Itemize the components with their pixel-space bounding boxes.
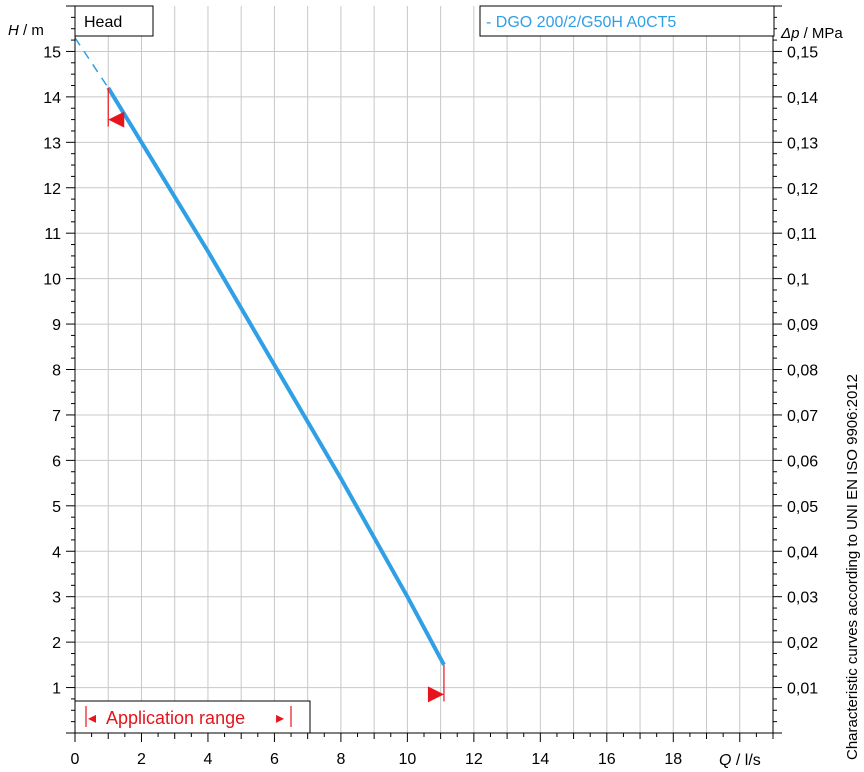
title-box <box>74 5 154 37</box>
y-right-tick-label: 0,02 <box>787 635 818 652</box>
y-left-tick-label: 3 <box>52 590 61 607</box>
y-axis-right-unit: / MPa <box>799 25 843 42</box>
y-right-tick-label: 0,07 <box>787 408 818 425</box>
application-range-right-arrow: ▸ <box>276 710 284 727</box>
y-left-tick-label: 8 <box>52 363 61 380</box>
y-left-tick-label: 11 <box>44 226 61 243</box>
y-left-tick-label: 5 <box>52 499 61 516</box>
y-left-tick-label: 9 <box>52 317 61 334</box>
y-right-tick-label: 0,04 <box>787 544 818 561</box>
y-left-tick-label: 10 <box>43 272 61 289</box>
y-right-tick-label: 0,11 <box>787 226 817 243</box>
x-axis-unit: / l/s <box>731 752 760 769</box>
y-right-tick-label: 0,14 <box>787 90 818 107</box>
curve-line <box>106 86 446 666</box>
y-left-tick-label: 14 <box>43 90 61 107</box>
x-tick-label: 10 <box>398 751 416 768</box>
y-left-tick-label: 15 <box>43 44 61 61</box>
curve-series <box>106 86 446 666</box>
y-left-tick-label: 12 <box>43 181 61 198</box>
x-tick-label: 14 <box>531 751 549 768</box>
y-right-tick-label: 0,09 <box>787 317 818 334</box>
y-left-tick-label: 2 <box>52 635 61 652</box>
y-left-tick-label: 6 <box>52 453 61 470</box>
x-tick-label: 18 <box>664 751 682 768</box>
y-right-tick-label: 0,05 <box>787 499 818 516</box>
application-range-left-arrow: ◂ <box>88 710 96 727</box>
legend-box <box>479 5 775 37</box>
y-right-tick-label: 0,15 <box>787 44 818 61</box>
x-tick-label: 4 <box>203 751 212 768</box>
application-range-markers <box>107 87 445 703</box>
y-axis-right-var: Δp <box>780 25 799 42</box>
x-tick-label: 16 <box>598 751 616 768</box>
y-left-tick-label: 4 <box>52 544 61 561</box>
curve-dashed-extension <box>74 37 109 89</box>
curve-dashed-line <box>74 37 109 89</box>
y-right-tick-label: 0,12 <box>787 181 818 198</box>
x-tick-label: 2 <box>137 751 146 768</box>
range-start-marker <box>108 111 125 128</box>
x-axis-var: Q <box>719 752 731 769</box>
range-end-marker <box>427 686 444 703</box>
application-range-box <box>74 700 311 734</box>
grid <box>75 6 773 733</box>
y-axis-left-label: H / m <box>8 22 44 39</box>
application-range-label: Application range <box>106 708 245 728</box>
y-left-tick-label: 1 <box>52 681 61 698</box>
legend-entry: - DGO 200/2/G50H A0CT5 <box>486 14 676 31</box>
x-axis-ticks: 0 2 4 6 8 10 12 14 16 18 <box>71 733 774 768</box>
y-right-tick-label: 0,1 <box>787 272 809 289</box>
chart-title: Head <box>84 14 122 31</box>
y-right-tick-label: 0,01 <box>787 681 818 698</box>
y-right-tick-label: 0,06 <box>787 453 818 470</box>
x-tick-label: 8 <box>336 751 345 768</box>
y-right-tick-label: 0,13 <box>787 135 818 152</box>
y-axis-left-var: H <box>8 22 19 39</box>
x-tick-label: 12 <box>465 751 483 768</box>
y-left-tick-label: 13 <box>43 135 61 152</box>
y-left-tick-label: 7 <box>52 408 61 425</box>
y-axis-right-ticks: 0,01 0,02 0,03 0,04 0,05 0,06 0,07 0,08 0,09 0,1 0… <box>773 5 818 734</box>
x-tick-label: 0 <box>71 751 80 768</box>
x-tick-label: 6 <box>270 751 279 768</box>
y-right-tick-label: 0,03 <box>787 590 818 607</box>
y-axis-left-unit: / m <box>19 22 44 39</box>
standard-note: Characteristic curves according to UNI E… <box>844 374 861 760</box>
y-right-tick-label: 0,08 <box>787 363 818 380</box>
y-axis-right-label: Δp / MPa <box>780 25 843 42</box>
x-axis-label: Q / l/s <box>719 752 761 769</box>
